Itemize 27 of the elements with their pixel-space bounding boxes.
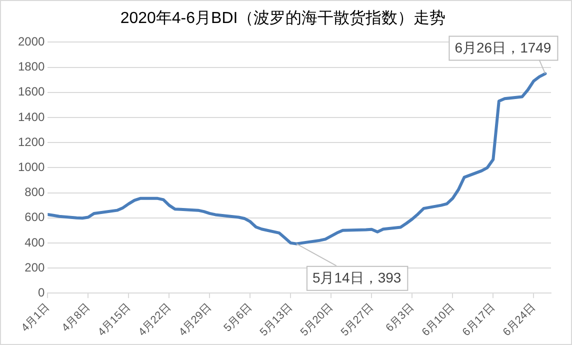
x-tick-label: 4月1日 <box>19 302 52 334</box>
y-tick-label: 1400 <box>18 110 46 124</box>
x-tick-label: 6月3日 <box>384 302 416 334</box>
y-tick-label: 1000 <box>18 160 46 174</box>
x-tick-label: 6月10日 <box>420 302 457 339</box>
y-tick-label: 2000 <box>18 34 46 49</box>
x-tick-label: 5月6日 <box>222 302 254 334</box>
y-tick-label: 200 <box>24 260 46 274</box>
x-tick-label: 5月20日 <box>298 302 336 339</box>
x-tick-label: 4月8日 <box>60 302 92 334</box>
x-tick-label: 6月24日 <box>500 302 538 339</box>
chart-title: 2020年4-6月BDI（波罗的海干散货指数）走势 <box>120 9 446 28</box>
x-tick-label: 4月22日 <box>136 302 174 339</box>
y-tick-label: 0 <box>38 285 46 300</box>
x-tick-label: 4月15日 <box>96 302 133 339</box>
y-tick-label: 800 <box>24 185 46 200</box>
x-tick-label: 6月17日 <box>460 302 498 339</box>
y-tick-label: 1800 <box>18 60 46 74</box>
x-tick-label: 5月13日 <box>258 302 295 339</box>
annotation: 6月26日，1749 <box>454 40 552 56</box>
x-tick-label: 4月29日 <box>176 302 214 339</box>
y-tick-label: 1200 <box>18 134 46 149</box>
annotation: 5月14日，393 <box>312 270 402 286</box>
y-tick-label: 600 <box>24 210 46 224</box>
y-tick-label: 400 <box>24 235 46 250</box>
y-tick-label: 1600 <box>18 84 46 99</box>
x-tick-label: 5月27日 <box>338 302 376 339</box>
